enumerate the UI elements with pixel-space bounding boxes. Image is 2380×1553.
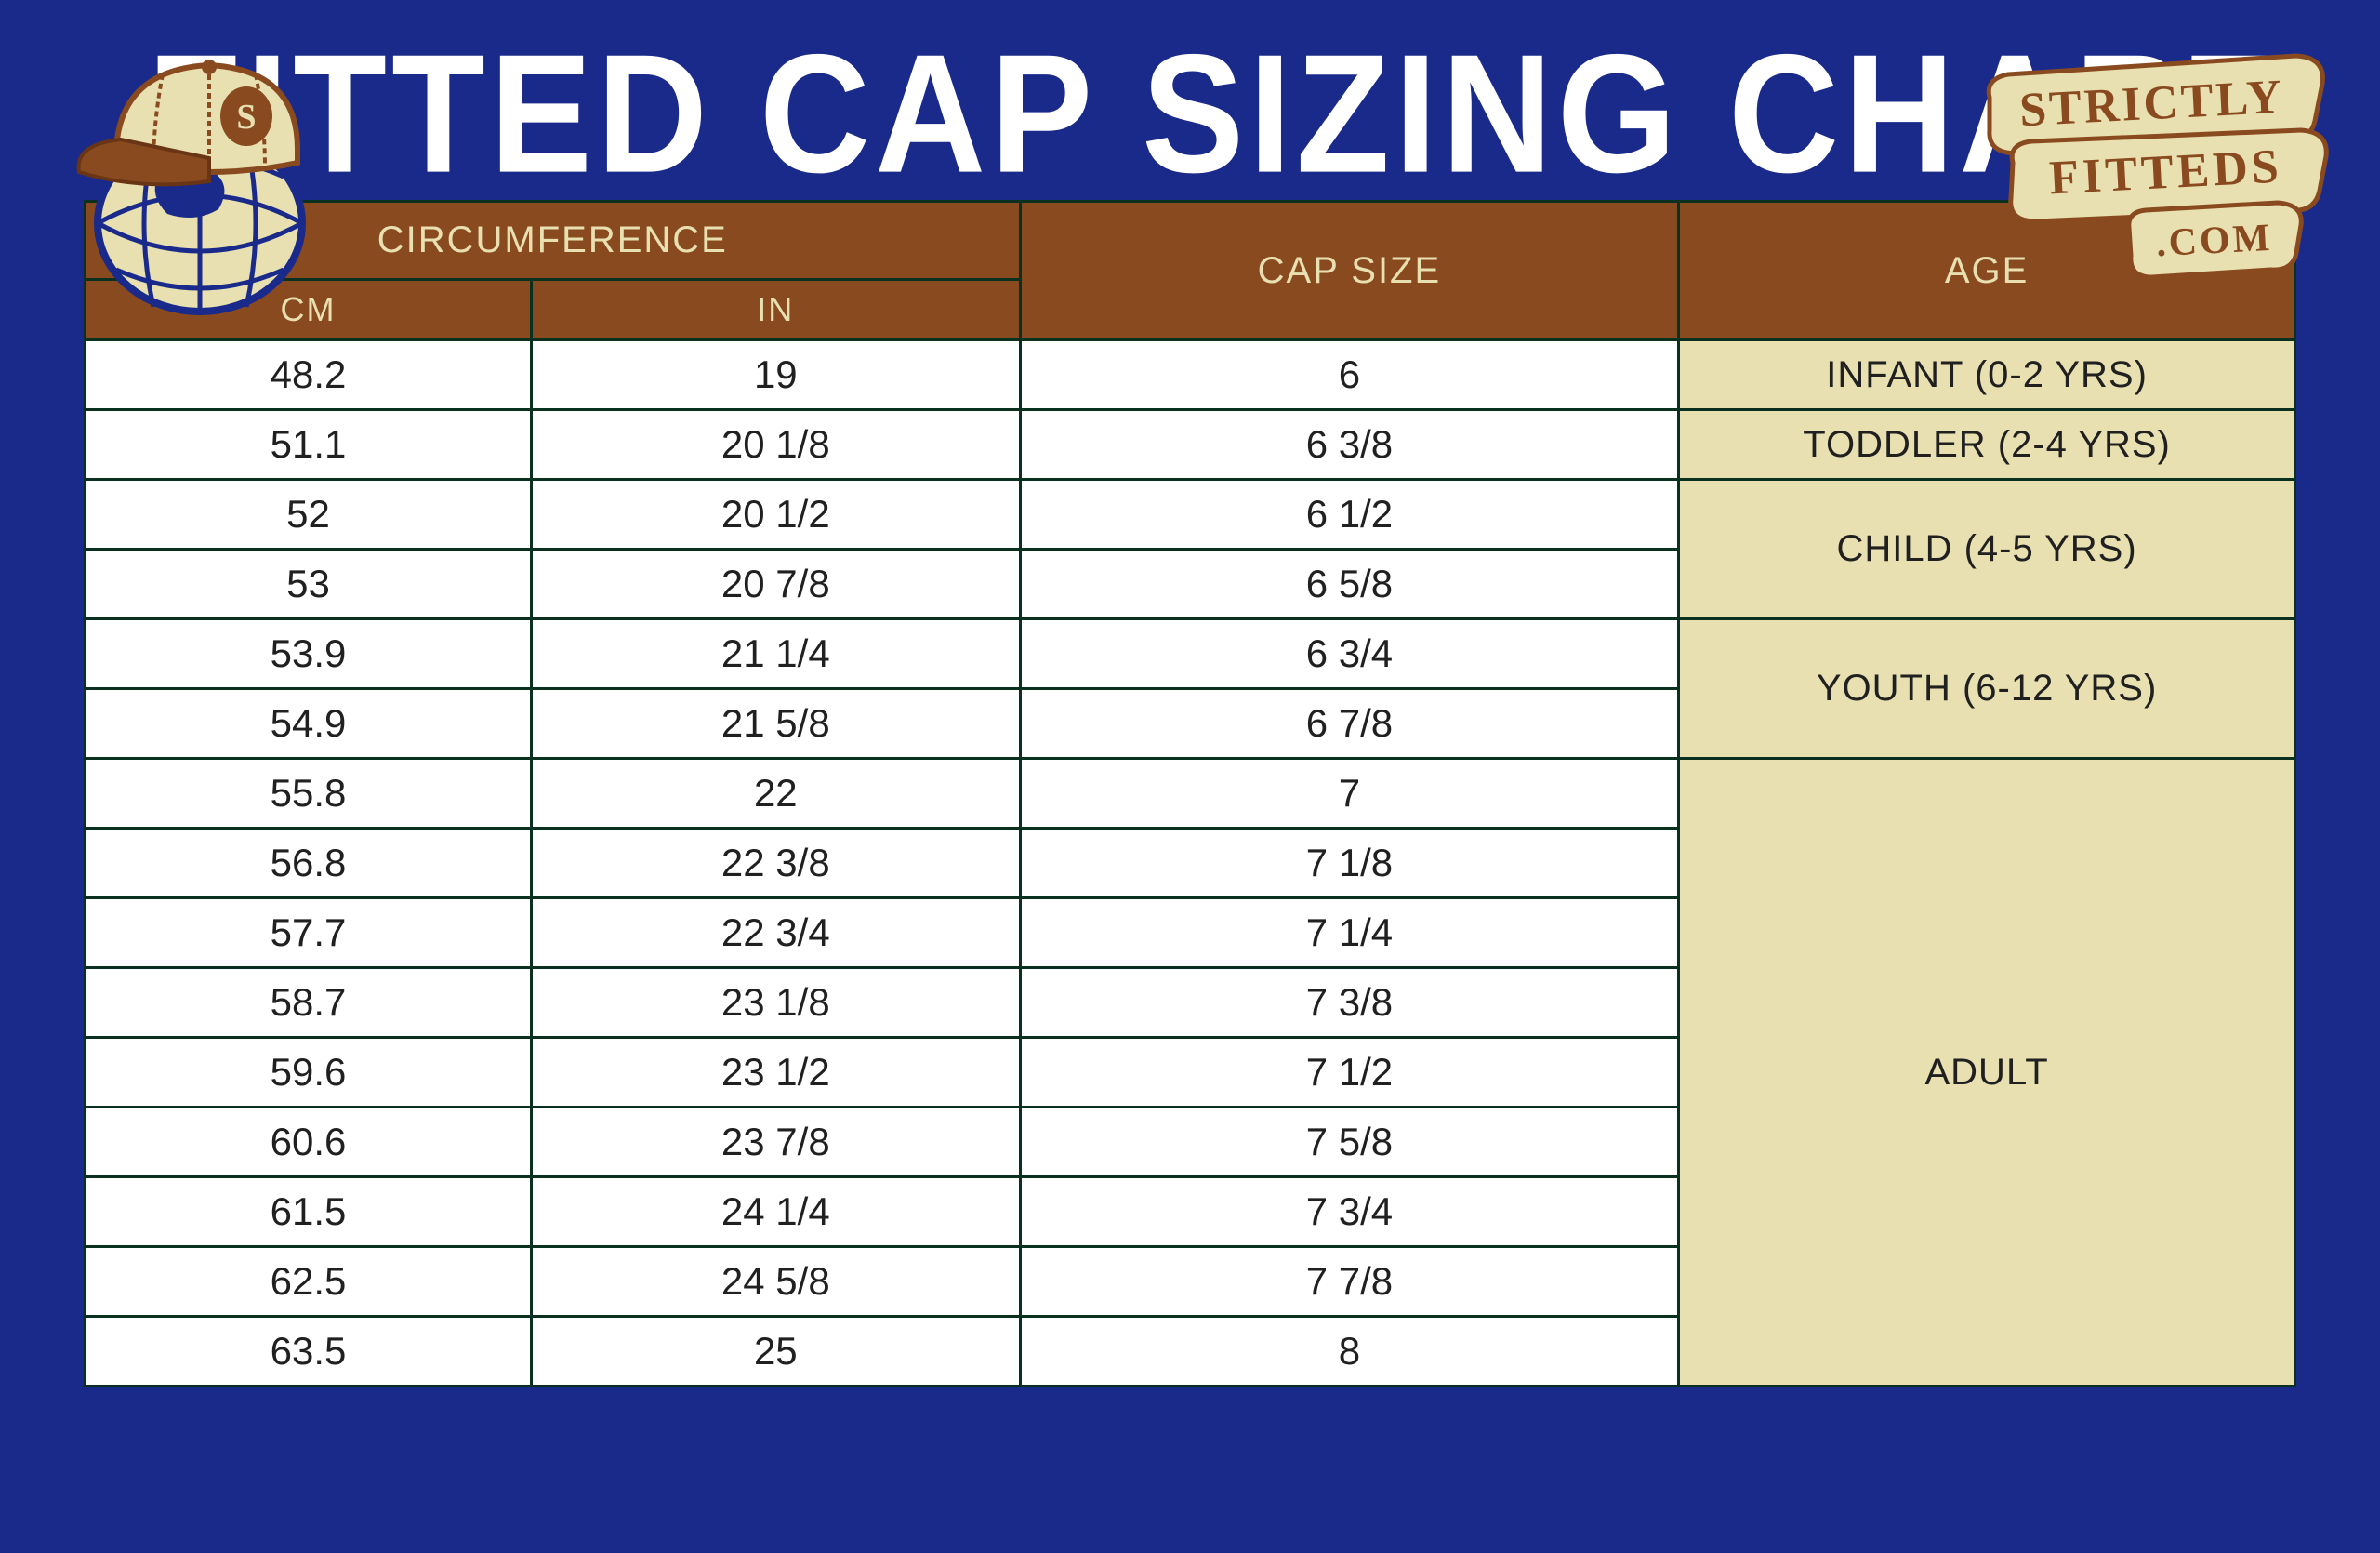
- cell-cm: 57.7: [86, 898, 532, 968]
- header-in: IN: [531, 280, 1020, 340]
- cell-size: 6 3/4: [1020, 619, 1679, 689]
- table-row: 48.2196INFANT (0-2 YRS): [86, 340, 2295, 410]
- cell-age: CHILD (4-5 YRS): [1679, 480, 2295, 619]
- cell-in: 23 7/8: [531, 1108, 1020, 1177]
- cell-in: 22: [531, 759, 1020, 829]
- cell-in: 20 7/8: [531, 550, 1020, 619]
- cell-size: 8: [1020, 1317, 1679, 1387]
- cell-size: 7 7/8: [1020, 1247, 1679, 1317]
- cell-cm: 63.5: [86, 1317, 532, 1387]
- cell-in: 22 3/4: [531, 898, 1020, 968]
- cell-in: 20 1/8: [531, 410, 1020, 480]
- table-row: 55.8227ADULT: [86, 759, 2295, 829]
- cell-in: 21 1/4: [531, 619, 1020, 689]
- table-row: 51.120 1/86 3/8TODDLER (2-4 YRS): [86, 410, 2295, 480]
- cell-size: 7 1/2: [1020, 1038, 1679, 1108]
- cell-cm: 55.8: [86, 759, 532, 829]
- cell-cm: 59.6: [86, 1038, 532, 1108]
- cell-in: 23 1/2: [531, 1038, 1020, 1108]
- cell-size: 6: [1020, 340, 1679, 410]
- cell-size: 7 1/4: [1020, 898, 1679, 968]
- cell-cm: 48.2: [86, 340, 532, 410]
- cell-in: 24 1/4: [531, 1177, 1020, 1247]
- svg-text:™: ™: [2317, 259, 2334, 278]
- cell-age: ADULT: [1679, 759, 2295, 1387]
- brand-ribbon-logo: STRICTLY FITTEDS .COM ™: [1980, 46, 2334, 293]
- sizing-table: CIRCUMFERENCE CAP SIZE AGE CM IN 48.2196…: [84, 200, 2296, 1387]
- globe-cap-logo: S: [65, 28, 335, 321]
- cell-cm: 52: [86, 480, 532, 550]
- cell-size: 6 3/8: [1020, 410, 1679, 480]
- cell-cm: 54.9: [86, 689, 532, 759]
- cell-cm: 62.5: [86, 1247, 532, 1317]
- cell-size: 6 1/2: [1020, 480, 1679, 550]
- cell-in: 20 1/2: [531, 480, 1020, 550]
- cell-in: 19: [531, 340, 1020, 410]
- cell-size: 7 3/8: [1020, 968, 1679, 1038]
- cell-cm: 51.1: [86, 410, 532, 480]
- cell-size: 6 5/8: [1020, 550, 1679, 619]
- brand-line3: .COM: [2155, 217, 2273, 265]
- cell-cm: 58.7: [86, 968, 532, 1038]
- cell-in: 22 3/8: [531, 829, 1020, 898]
- cell-cm: 53.9: [86, 619, 532, 689]
- cell-in: 23 1/8: [531, 968, 1020, 1038]
- table-row: 5220 1/26 1/2CHILD (4-5 YRS): [86, 480, 2295, 550]
- cell-size: 7 1/8: [1020, 829, 1679, 898]
- svg-text:S: S: [236, 98, 256, 137]
- header-capsize: CAP SIZE: [1020, 202, 1679, 340]
- sizing-tbody: 48.2196INFANT (0-2 YRS)51.120 1/86 3/8TO…: [86, 340, 2295, 1387]
- table-row: 53.921 1/46 3/4YOUTH (6-12 YRS): [86, 619, 2295, 689]
- cell-age: INFANT (0-2 YRS): [1679, 340, 2295, 410]
- cell-in: 21 5/8: [531, 689, 1020, 759]
- cell-cm: 61.5: [86, 1177, 532, 1247]
- cell-size: 7 5/8: [1020, 1108, 1679, 1177]
- cell-in: 24 5/8: [531, 1247, 1020, 1317]
- cell-age: YOUTH (6-12 YRS): [1679, 619, 2295, 759]
- cell-size: 7 3/4: [1020, 1177, 1679, 1247]
- cell-cm: 56.8: [86, 829, 532, 898]
- cell-cm: 53: [86, 550, 532, 619]
- cell-size: 6 7/8: [1020, 689, 1679, 759]
- title-area: S FITTED CAP SIZING CHART STRICTLY FITTE…: [84, 37, 2296, 200]
- cell-cm: 60.6: [86, 1108, 532, 1177]
- cell-age: TODDLER (2-4 YRS): [1679, 410, 2295, 480]
- cell-size: 7: [1020, 759, 1679, 829]
- cell-in: 25: [531, 1317, 1020, 1387]
